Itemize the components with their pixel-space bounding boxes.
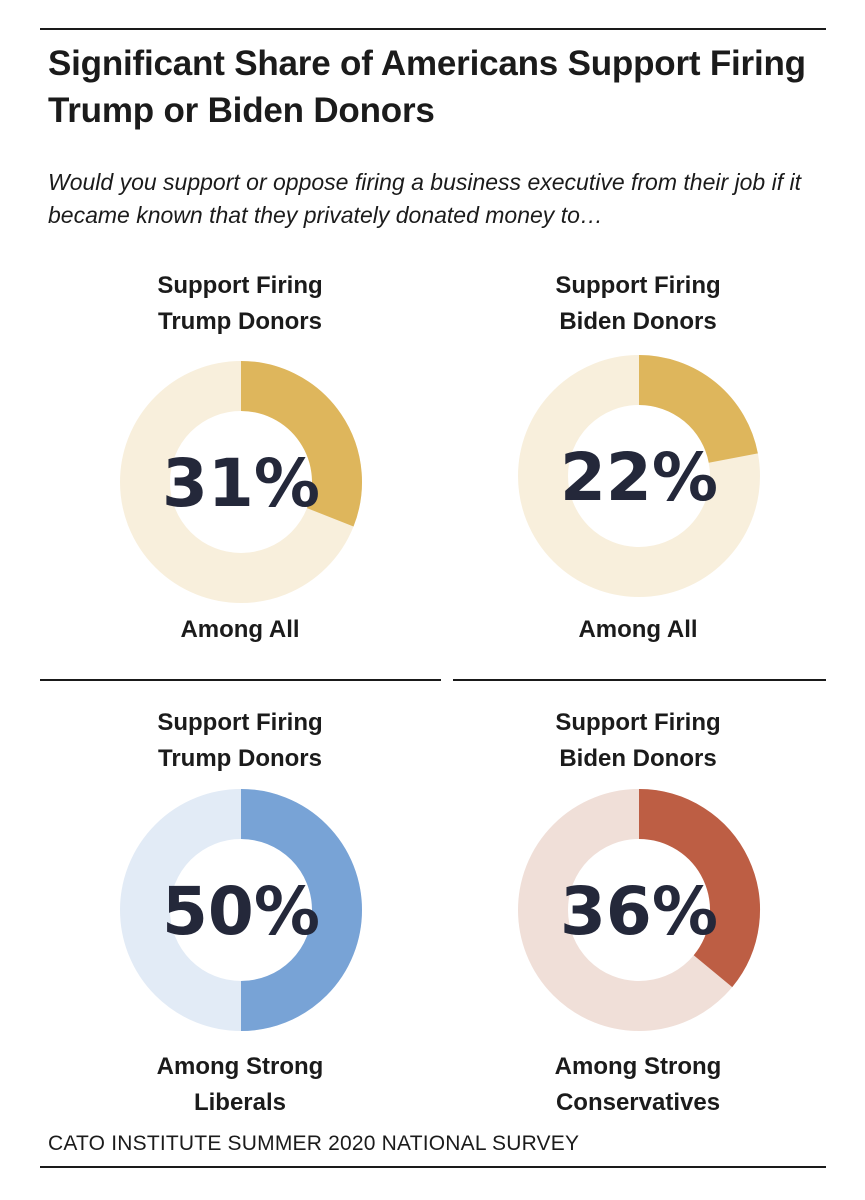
panel-heading-line-1: Support Firing [157,272,323,299]
panel-heading-line-1: Support Firing [555,709,721,736]
chart-subtitle: Would you support or oppose firing a bus… [48,169,801,228]
donut-chart: 31% [120,361,362,603]
panel-heading: Support Firing Trump Donors [40,705,440,777]
donut-value-arc [240,789,362,1031]
panel-heading-line-2: Trump Donors [157,745,322,772]
donut-value-arc [638,789,760,988]
source-note: CATO INSTITUTE SUMMER 2020 NATIONAL SURV… [48,1132,580,1155]
percent-label: 36% [560,873,718,950]
percent-label: 31% [162,445,320,522]
donut-chart: 22% [518,355,760,597]
panel-group-line-2: Conservatives [555,1089,721,1116]
panel-biden-conservatives: Support Firing Biden Donors 36% Among St… [438,705,838,1125]
panel-heading: Support Firing Trump Donors [40,268,440,340]
panel-group-line-1: Among All [180,616,300,643]
bottom-rule [40,1166,826,1168]
donut-value-arc [240,361,362,527]
panel-trump-liberals: Support Firing Trump Donors 50% Among St… [40,705,440,1125]
panel-group-label: Among Strong Liberals [40,1049,440,1121]
panel-group-label: Among All [40,612,440,648]
panel-heading: Support Firing Biden Donors [438,268,838,340]
panel-heading-line-1: Support Firing [157,709,323,736]
panel-heading: Support Firing Biden Donors [438,705,838,777]
panel-group-line-1: Among All [578,616,698,643]
panel-biden-all: Support Firing Biden Donors 22% Among Al… [438,268,838,668]
donut-value-arc [638,355,758,464]
percent-label: 22% [560,439,718,516]
divider-left [40,679,441,681]
donut-chart: 50% [120,789,362,1031]
chart-title: Significant Share of Americans Support F… [48,44,806,130]
panel-group-line-1: Among Strong [554,1053,722,1080]
panel-trump-all: Support Firing Trump Donors 31% Among Al… [40,268,440,668]
percent-label: 50% [162,873,320,950]
panel-heading-line-2: Biden Donors [559,745,717,772]
panel-group-line-1: Among Strong [156,1053,324,1080]
panel-group-label: Among Strong Conservatives [438,1049,838,1121]
panel-heading-line-1: Support Firing [555,272,721,299]
panel-group-line-2: Liberals [193,1089,287,1116]
divider-right [453,679,826,681]
panel-heading-line-2: Trump Donors [157,308,322,335]
top-rule [40,28,826,30]
panel-heading-line-2: Biden Donors [559,308,717,335]
panel-group-label: Among All [438,612,838,648]
donut-chart: 36% [518,789,760,1031]
